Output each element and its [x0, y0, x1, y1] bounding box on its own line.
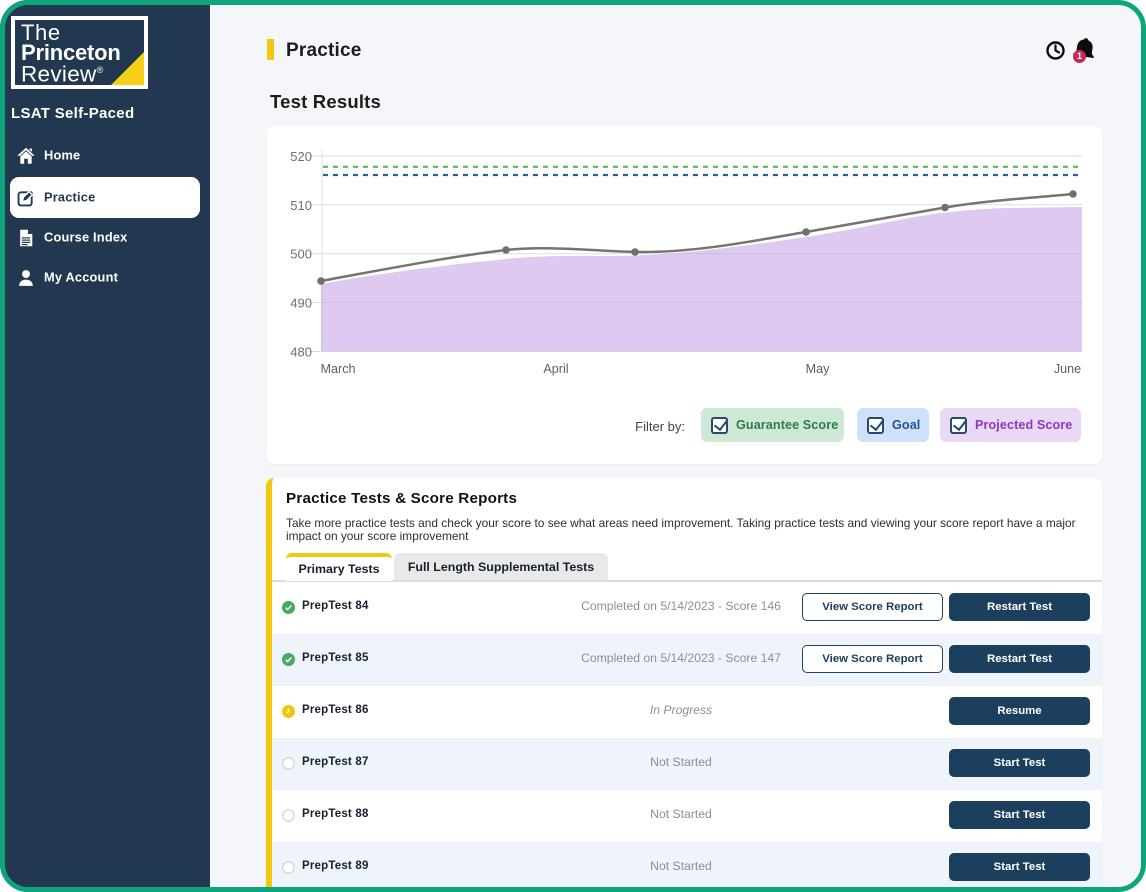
svg-text:June: June [1054, 362, 1081, 376]
svg-text:490: 490 [290, 296, 312, 311]
svg-text:March: March [321, 362, 356, 376]
svg-text:520: 520 [290, 149, 312, 164]
svg-text:480: 480 [290, 345, 312, 360]
svg-text:500: 500 [290, 247, 312, 262]
svg-text:510: 510 [290, 198, 312, 213]
svg-text:April: April [543, 362, 568, 376]
svg-text:May: May [806, 362, 830, 376]
